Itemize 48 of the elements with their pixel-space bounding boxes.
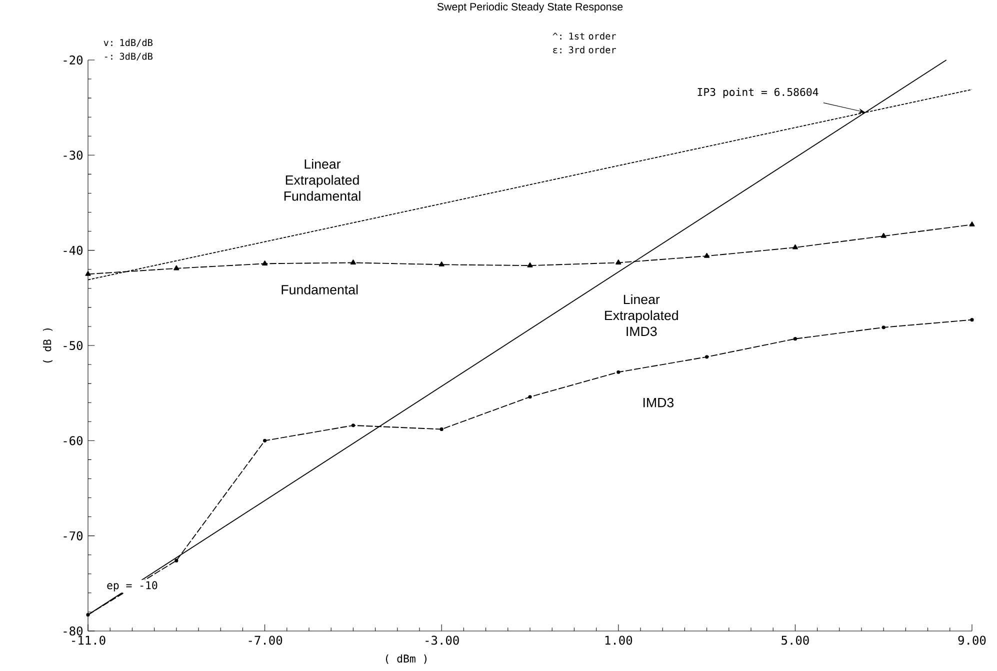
annotation: Fundamental — [282, 284, 358, 294]
point — [969, 221, 975, 226]
point — [350, 260, 356, 264]
point — [262, 260, 268, 266]
point — [85, 270, 91, 276]
annotation: ep = -10 — [107, 581, 158, 592]
point — [440, 427, 444, 432]
annotation: IMD3 — [643, 398, 674, 408]
y-tick-label: -30 — [64, 150, 83, 160]
point — [792, 244, 798, 250]
y-tick-label: -80 — [64, 626, 83, 636]
point — [527, 262, 533, 268]
text: ε: 3rd order — [553, 46, 616, 54]
point — [970, 318, 974, 322]
x-tick-label: -3.00 — [426, 636, 459, 645]
point — [616, 370, 620, 374]
y-tick-label: -50 — [64, 340, 83, 350]
point — [86, 613, 90, 617]
point — [174, 558, 178, 562]
y-tick-label: -60 — [64, 436, 83, 446]
text: v: 1dB/dB — [104, 38, 152, 47]
x-tick-label: -7.00 — [248, 636, 282, 645]
annotation: IP3 point = 6.58604 — [698, 88, 818, 98]
y-tick-label: -20 — [64, 55, 83, 65]
point — [528, 395, 532, 399]
x-tick-label: 1.00 — [605, 636, 632, 645]
y-tick-label: -40 — [64, 246, 83, 255]
x-tick-label: 5.00 — [782, 636, 809, 645]
point — [793, 337, 797, 341]
annotation: Linear Extrapolated Fundamental — [284, 159, 360, 201]
chart-title: Swept Periodic Steady State Response — [437, 2, 623, 13]
text: ^: 1st order — [552, 32, 616, 40]
point — [704, 355, 709, 359]
x-axis-title: ( dBm ) — [386, 654, 426, 664]
point — [704, 252, 710, 258]
x-tick-label: -11.0 — [72, 636, 106, 645]
y-tick-label: -70 — [64, 531, 83, 540]
point — [882, 326, 886, 330]
annotation: Linear Extrapolated IMD3 — [605, 294, 678, 336]
point — [351, 424, 356, 428]
annotation: -: 3dB/dB — [104, 52, 152, 61]
point — [616, 260, 622, 264]
point — [438, 261, 444, 266]
point — [880, 232, 886, 238]
point — [263, 438, 267, 442]
y-axis-title: ( dB ) — [42, 328, 52, 363]
x-tick-label: 9.00 — [958, 636, 986, 645]
point — [174, 265, 180, 270]
